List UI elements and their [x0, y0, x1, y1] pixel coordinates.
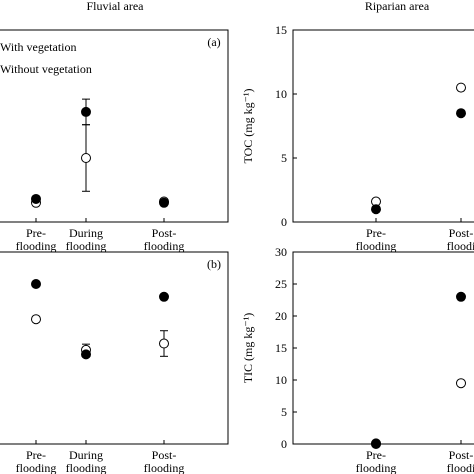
fluvial-bottom-xtick-label-line2-2: flooding — [144, 461, 185, 474]
fluvial-bottom-tag: (b) — [207, 257, 221, 271]
riparian-top-ytick-label-5: 5 — [281, 151, 287, 165]
riparian-bottom-ytick-label-10: 10 — [275, 373, 287, 387]
fluvial-top-xtick-label-line2-1: flooding — [66, 239, 107, 253]
fluvial-top-point-with-2 — [159, 197, 169, 208]
fluvial-top-xtick-label-line2-0: flooding — [16, 239, 57, 253]
riparian-top-frame — [292, 29, 474, 223]
riparian-top-ytick-label-15: 15 — [275, 23, 287, 37]
riparian-bottom-xtick-label-line2-1: floodi — [447, 461, 474, 474]
fluvial-top-xtick-label-line1-1: During — [69, 226, 103, 240]
riparian-top-ylabel: TOC (mg kg⁻¹) — [241, 88, 255, 163]
riparian-bottom-ytick-label-15: 15 — [275, 341, 287, 355]
fluvial-bottom-frame — [0, 251, 229, 445]
riparian-top-xtick-label-line1-0: Pre- — [366, 226, 386, 240]
fluvial-bottom-point-without-2 — [159, 338, 169, 349]
fluvial-bottom-point-with-0 — [31, 279, 41, 289]
riparian-bottom-ytick-label-30: 30 — [275, 245, 287, 259]
fluvial-top-xtick-label-line1-0: Pre- — [26, 226, 46, 240]
riparian-top-xtick-label-line1-1: Post- — [449, 226, 474, 240]
fluvial-top-point-with-0 — [31, 193, 41, 204]
riparian-bottom-ytick-label-25: 25 — [275, 277, 287, 291]
riparian-top-point-with-0 — [371, 204, 381, 215]
riparian-bottom-point-with-1 — [456, 291, 466, 302]
fluvial-bottom-xtick-label-line2-0: flooding — [16, 461, 57, 474]
legend-label-without-vegetation: Without vegetation — [0, 62, 92, 76]
riparian-bottom-ylabel: TIC (mg kg⁻¹) — [241, 313, 255, 384]
fluvial-bottom-point-with-2 — [159, 291, 169, 302]
riparian-top-ytick-label-10: 10 — [275, 87, 287, 101]
fluvial-top-point-with-1 — [81, 106, 91, 117]
riparian-bottom-xtick-label-line1-0: Pre- — [366, 448, 386, 462]
riparian-top-xtick-label-line2-1: floodi — [447, 239, 474, 253]
fluvial-bottom-xtick-label-line2-1: flooding — [66, 461, 107, 474]
fluvial-bottom-xtick-label-line1-2: Post- — [152, 448, 177, 462]
riparian-top-point-without-1 — [456, 82, 466, 93]
riparian-bottom-ytick-label-20: 20 — [275, 309, 287, 323]
riparian-bottom-point-with-0 — [371, 439, 381, 449]
fluvial-top-frame — [0, 29, 229, 223]
fluvial-bottom-point-with-1 — [81, 349, 91, 360]
riparian-top-point-with-1 — [456, 108, 466, 119]
riparian-bottom-point-without-1 — [456, 378, 466, 389]
riparian-bottom-xtick-label-line1-1: Post- — [449, 448, 474, 462]
riparian-bottom-xtick-label-line2-0: flooding — [356, 461, 397, 474]
header-riparian: Riparian area — [365, 0, 430, 13]
riparian-bottom-ytick-label-5: 5 — [281, 405, 287, 419]
fluvial-top-xtick-label-line1-2: Post- — [152, 226, 177, 240]
riparian-bottom-frame — [292, 251, 474, 445]
header-fluvial: Fluvial area — [87, 0, 145, 13]
fluvial-top-tag: (a) — [207, 35, 220, 49]
fluvial-bottom-point-without-0 — [31, 314, 41, 325]
fluvial-top-xtick-label-line2-2: flooding — [144, 239, 185, 253]
riparian-top-ytick-label-0: 0 — [281, 215, 287, 229]
fluvial-bottom-xtick-label-line1-1: During — [69, 448, 103, 462]
fluvial-top-point-without-1 — [81, 153, 91, 163]
fluvial-bottom-xtick-label-line1-0: Pre- — [26, 448, 46, 462]
riparian-bottom-ytick-label-0: 0 — [281, 437, 287, 451]
legend-label-with-vegetation: With vegetation — [0, 40, 77, 54]
riparian-top-xtick-label-line2-0: flooding — [356, 239, 397, 253]
